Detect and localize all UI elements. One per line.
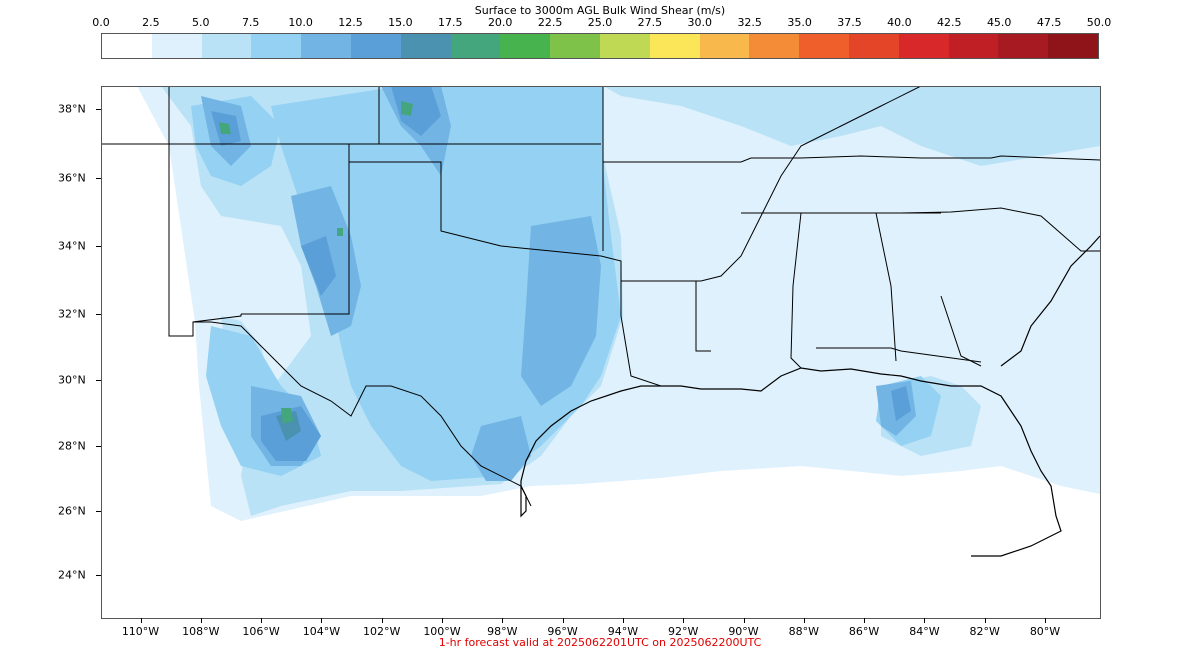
longitude-tick bbox=[140, 618, 142, 623]
colorbar-tick-label: 32.5 bbox=[737, 16, 762, 29]
colorbar-tick-label: 15.0 bbox=[388, 16, 413, 29]
longitude-label: 104°W bbox=[302, 625, 341, 638]
shear-band-17-5-20 bbox=[281, 408, 293, 424]
colorbar-tick-label: 10.0 bbox=[288, 16, 313, 29]
latitude-tick bbox=[96, 178, 101, 179]
colorbar-segment bbox=[350, 34, 401, 58]
longitude-tick bbox=[803, 618, 805, 623]
colorbar-tick-label: 40.0 bbox=[887, 16, 912, 29]
latitude-tick bbox=[96, 511, 101, 512]
longitude-label: 110°W bbox=[121, 625, 160, 638]
longitude-label: 80°W bbox=[1029, 625, 1061, 638]
shear-band-15-17-5 bbox=[276, 411, 301, 441]
colorbar-segment bbox=[500, 34, 551, 58]
longitude-tick bbox=[622, 618, 624, 623]
colorbar-tick-label: 42.5 bbox=[937, 16, 962, 29]
longitude-tick bbox=[381, 618, 383, 623]
latitude-tick bbox=[96, 314, 101, 315]
colorbar-segment bbox=[749, 34, 800, 58]
colorbar-tick-label: 17.5 bbox=[438, 16, 463, 29]
longitude-label: 96°W bbox=[547, 625, 578, 638]
colorbar-tick-label: 37.5 bbox=[837, 16, 862, 29]
longitude-label: 102°W bbox=[363, 625, 401, 638]
colorbar-title: Surface to 3000m AGL Bulk Wind Shear (m/… bbox=[474, 4, 726, 17]
latitude-label: 34°N bbox=[58, 239, 86, 253]
latitude-tick bbox=[96, 380, 101, 381]
wind-shear-map bbox=[101, 86, 1100, 557]
longitude-label: 106°W bbox=[242, 625, 280, 638]
colorbar bbox=[101, 33, 1099, 59]
colorbar-segment bbox=[848, 34, 899, 58]
colorbar-segment bbox=[550, 34, 600, 58]
latitude-label: 24°N bbox=[58, 568, 86, 582]
forecast-valid-text: 1-hr forecast valid at 2025062201UTC on … bbox=[438, 636, 762, 649]
colorbar-tick-label: 12.5 bbox=[338, 16, 363, 29]
longitude-tick bbox=[864, 618, 866, 623]
colorbar-tick-label: 47.5 bbox=[1036, 16, 1062, 29]
longitude-tick bbox=[321, 618, 323, 623]
colorbar-tick-label: 27.5 bbox=[637, 16, 663, 29]
longitude-label: 92°W bbox=[668, 625, 699, 638]
colorbar-segment bbox=[699, 34, 750, 58]
latitude-label: 32°N bbox=[58, 307, 86, 321]
colorbar-tick-label: 2.5 bbox=[142, 16, 160, 29]
latitude-label: 30°N bbox=[58, 373, 86, 387]
longitude-tick bbox=[261, 618, 263, 623]
longitude-tick bbox=[200, 618, 202, 623]
colorbar-segment bbox=[301, 34, 351, 58]
colorbar-segment bbox=[649, 34, 700, 58]
colorbar-segment bbox=[1048, 34, 1098, 58]
colorbar-segment bbox=[400, 34, 451, 58]
colorbar-tick-label: 22.5 bbox=[537, 16, 563, 29]
latitude-label: 36°N bbox=[58, 171, 86, 185]
longitude-tick bbox=[502, 618, 504, 623]
longitude-label: 98°W bbox=[487, 625, 518, 638]
longitude-label: 84°W bbox=[909, 625, 940, 638]
longitude-label: 88°W bbox=[788, 625, 819, 638]
longitude-label: 86°W bbox=[848, 625, 880, 638]
colorbar-tick-label: 0.0 bbox=[92, 16, 110, 29]
longitude-tick bbox=[442, 618, 443, 623]
state-boundaries bbox=[101, 86, 1100, 507]
colorbar-segment bbox=[998, 34, 1049, 58]
latitude-tick bbox=[96, 575, 101, 576]
latitude-tick bbox=[96, 109, 101, 110]
colorbar-segment bbox=[251, 34, 302, 58]
latitude-label: 28°N bbox=[58, 439, 86, 453]
colorbar-segment bbox=[151, 34, 202, 58]
longitude-label: 90°W bbox=[728, 625, 759, 638]
latitude-tick bbox=[96, 246, 101, 247]
longitude-label: 94°W bbox=[607, 625, 639, 638]
colorbar-segment bbox=[799, 34, 849, 58]
longitude-label: 108°W bbox=[182, 625, 220, 638]
longitude-tick bbox=[562, 618, 564, 623]
longitude-tick bbox=[743, 618, 745, 623]
colorbar-tick-label: 30.0 bbox=[687, 16, 713, 29]
longitude-tick bbox=[984, 618, 986, 623]
colorbar-tick-label: 7.5 bbox=[241, 16, 260, 29]
longitude-label: 82°W bbox=[969, 625, 1000, 638]
colorbar-segment bbox=[948, 34, 999, 58]
colorbar-tick-label: 50.0 bbox=[1086, 16, 1112, 29]
colorbar-segment bbox=[898, 34, 949, 58]
colorbar-tick-label: 25.0 bbox=[587, 16, 613, 29]
colorbar-tick-label: 5.0 bbox=[192, 16, 210, 29]
longitude-tick bbox=[924, 618, 926, 623]
colorbar-segment bbox=[102, 34, 152, 58]
colorbar-tick-label: 45.0 bbox=[986, 16, 1012, 29]
latitude-tick bbox=[96, 446, 101, 447]
latitude-label: 38°N bbox=[58, 102, 86, 116]
longitude-tick bbox=[1045, 618, 1046, 623]
longitude-tick bbox=[683, 618, 685, 623]
latitude-label: 26°N bbox=[58, 504, 86, 518]
shear-field bbox=[137, 86, 1100, 521]
longitude-label: 100°W bbox=[423, 625, 461, 638]
colorbar-segment bbox=[599, 34, 650, 58]
colorbar-tick-label: 35.0 bbox=[787, 16, 812, 29]
colorbar-segment bbox=[450, 34, 501, 58]
coastline bbox=[520, 235, 1100, 557]
colorbar-segment bbox=[201, 34, 252, 58]
colorbar-tick-label: 20.0 bbox=[487, 16, 513, 29]
